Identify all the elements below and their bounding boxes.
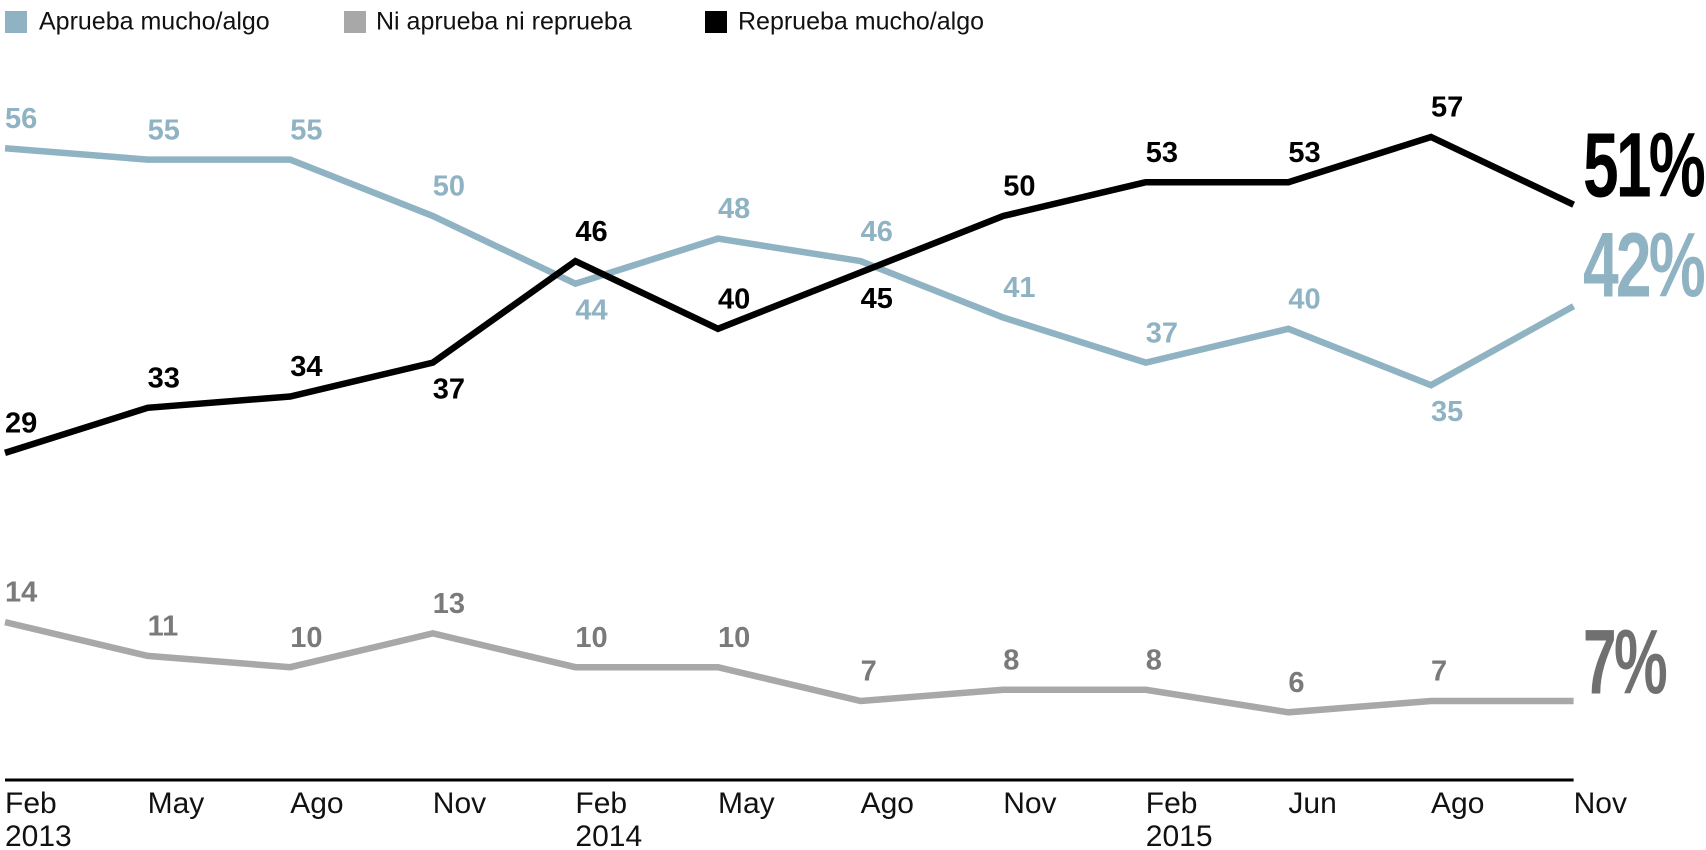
- data-label: 37: [433, 373, 465, 405]
- data-label: 8: [1003, 644, 1019, 676]
- data-label: 14: [5, 577, 37, 609]
- data-label: 44: [575, 294, 607, 326]
- data-label: 48: [718, 193, 750, 225]
- legend-swatch: [5, 11, 27, 33]
- data-label: 29: [5, 408, 37, 440]
- data-label: 55: [290, 114, 322, 146]
- x-tick-label: Ago: [1431, 787, 1484, 820]
- data-label: 53: [1288, 137, 1320, 169]
- data-label: 13: [433, 588, 465, 620]
- x-tick-label: Feb 2014: [575, 787, 642, 850]
- series-line: [4, 133, 1575, 456]
- end-label: 51%: [1583, 114, 1705, 216]
- x-tick-label: Jun: [1288, 787, 1336, 820]
- data-label: 53: [1146, 137, 1178, 169]
- x-tick-label: Nov: [1003, 787, 1056, 820]
- data-label: 33: [148, 362, 180, 394]
- end-label: 7%: [1583, 611, 1666, 713]
- series-line: [4, 618, 1574, 716]
- data-label: 6: [1288, 667, 1304, 699]
- end-label: 42%: [1583, 214, 1705, 316]
- data-label: 37: [1146, 317, 1178, 349]
- data-label: 46: [575, 216, 607, 248]
- legend-label: Ni aprueba ni reprueba: [376, 8, 632, 36]
- legend-swatch: [705, 11, 727, 33]
- data-label: 46: [861, 216, 893, 248]
- data-label: 34: [290, 351, 322, 383]
- data-label: 7: [1431, 656, 1447, 688]
- x-tick-label: Feb 2013: [5, 787, 72, 850]
- data-label: 10: [290, 622, 322, 654]
- data-label: 11: [148, 611, 179, 643]
- data-label: 50: [1003, 171, 1035, 203]
- x-tick-label: Ago: [861, 787, 914, 820]
- data-label: 8: [1146, 644, 1162, 676]
- x-tick-label: Feb 2015: [1146, 787, 1213, 850]
- legend-label: Reprueba mucho/algo: [738, 8, 984, 36]
- data-label: 40: [718, 283, 750, 315]
- series-line: [4, 145, 1576, 389]
- data-label: 10: [718, 622, 750, 654]
- data-label: 7: [861, 656, 877, 688]
- x-tick-label: Ago: [290, 787, 343, 820]
- data-label: 57: [1431, 92, 1463, 124]
- data-label: 40: [1288, 283, 1320, 315]
- legend-swatch: [344, 11, 366, 33]
- data-label: 35: [1431, 396, 1463, 428]
- legend-label: Aprueba mucho/algo: [39, 8, 270, 36]
- data-label: 45: [861, 283, 893, 315]
- data-label: 50: [433, 171, 465, 203]
- x-tick-label: May: [718, 787, 775, 820]
- data-label: 10: [575, 622, 607, 654]
- x-tick-label: Nov: [433, 787, 486, 820]
- data-label: 56: [5, 103, 37, 135]
- data-label: 55: [148, 114, 180, 146]
- x-tick-label: Nov: [1574, 787, 1627, 820]
- x-tick-label: May: [148, 787, 205, 820]
- data-label: 41: [1003, 272, 1035, 304]
